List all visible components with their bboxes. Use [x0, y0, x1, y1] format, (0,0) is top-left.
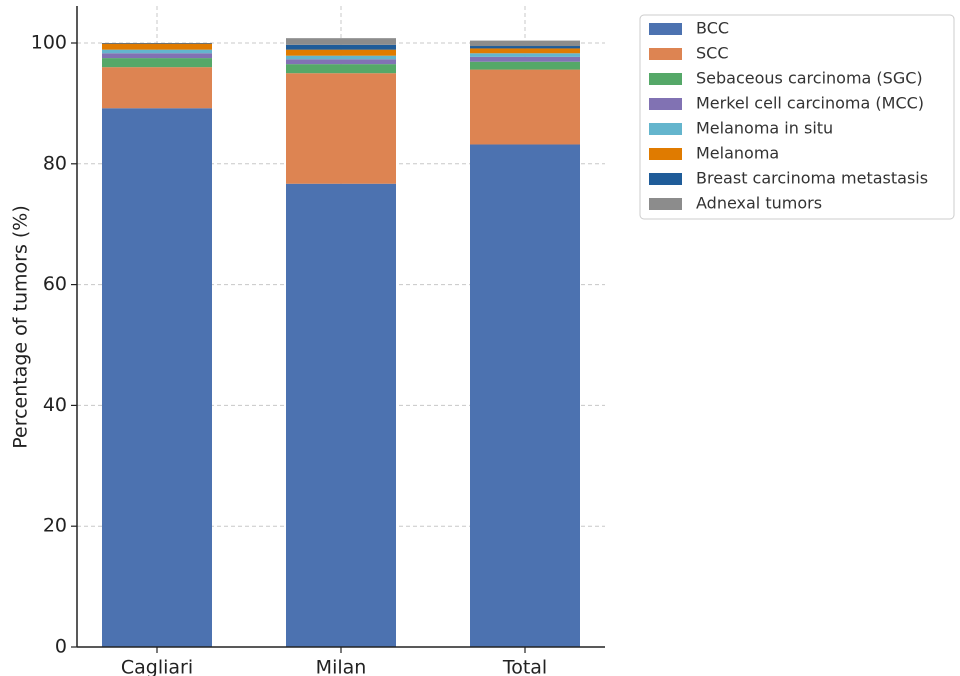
bar-segment-total-8	[470, 40, 580, 47]
bar-segment-cagliari-5	[102, 49, 212, 54]
legend-label: Sebaceous carcinoma (SGC)	[696, 69, 923, 88]
legend-label: SCC	[696, 44, 729, 63]
legend-label: Merkel cell carcinoma (MCC)	[696, 94, 924, 113]
bar-segment-milan-3	[286, 64, 396, 74]
y-tick-label: 20	[43, 515, 67, 537]
x-tick-label-milan: Milan	[316, 657, 367, 676]
bar-segment-cagliari-1	[102, 108, 212, 648]
bar-segment-milan-1	[286, 183, 396, 647]
legend-swatch	[649, 198, 682, 210]
legend-label: Melanoma in situ	[696, 119, 833, 138]
legend-label: Adnexal tumors	[696, 194, 822, 213]
bar-segment-total-4	[470, 56, 580, 62]
x-ticks: Cagliari Milan Total	[121, 647, 547, 676]
bar-segment-milan-4	[286, 59, 396, 65]
y-tick-label: 80	[43, 152, 67, 174]
bar-segment-total-1	[470, 144, 580, 648]
legend-swatch	[649, 73, 682, 85]
legend-swatch	[649, 173, 682, 185]
bar-segment-cagliari-3	[102, 58, 212, 68]
legend: BCC SCC Sebaceous carcinoma (SGC) Merkel ce…	[639, 14, 955, 220]
bar-segment-milan-8	[286, 38, 396, 45]
legend-swatch	[649, 148, 682, 160]
bar-segment-total-3	[470, 61, 580, 70]
bars	[102, 38, 580, 648]
bar-segment-cagliari-2	[102, 67, 212, 109]
legend-swatch	[649, 98, 682, 110]
bar-segment-total-2	[470, 69, 580, 145]
y-ticks: 0 20 40 60 80 100	[31, 32, 77, 658]
bar-segment-milan-5	[286, 55, 396, 60]
bar-segment-cagliari-6	[102, 43, 212, 50]
bar-segment-total-5	[470, 53, 580, 57]
legend-frame	[639, 14, 955, 220]
y-tick-label: 100	[31, 32, 67, 54]
legend-swatch	[649, 123, 682, 135]
bar-segment-total-7	[470, 46, 580, 49]
bar-segment-milan-2	[286, 73, 396, 184]
legend-label: Breast carcinoma metastasis	[696, 169, 928, 188]
y-tick-label: 0	[55, 636, 67, 658]
legend-swatch	[649, 23, 682, 35]
y-tick-label: 40	[43, 394, 67, 416]
x-tick-label-total: Total	[502, 657, 547, 676]
bar-segment-milan-7	[286, 44, 396, 50]
y-axis-title: Percentage of tumors (%)	[10, 205, 32, 449]
bar-segment-total-6	[470, 48, 580, 54]
bar-segment-cagliari-7	[102, 43, 212, 44]
legend-label: Melanoma	[696, 144, 779, 163]
bar-segment-milan-6	[286, 49, 396, 56]
legend-label: BCC	[696, 19, 729, 38]
y-tick-label: 60	[43, 273, 67, 295]
x-tick-label-cagliari: Cagliari	[121, 657, 193, 676]
bar-segment-cagliari-4	[102, 53, 212, 59]
legend-swatch	[649, 48, 682, 60]
